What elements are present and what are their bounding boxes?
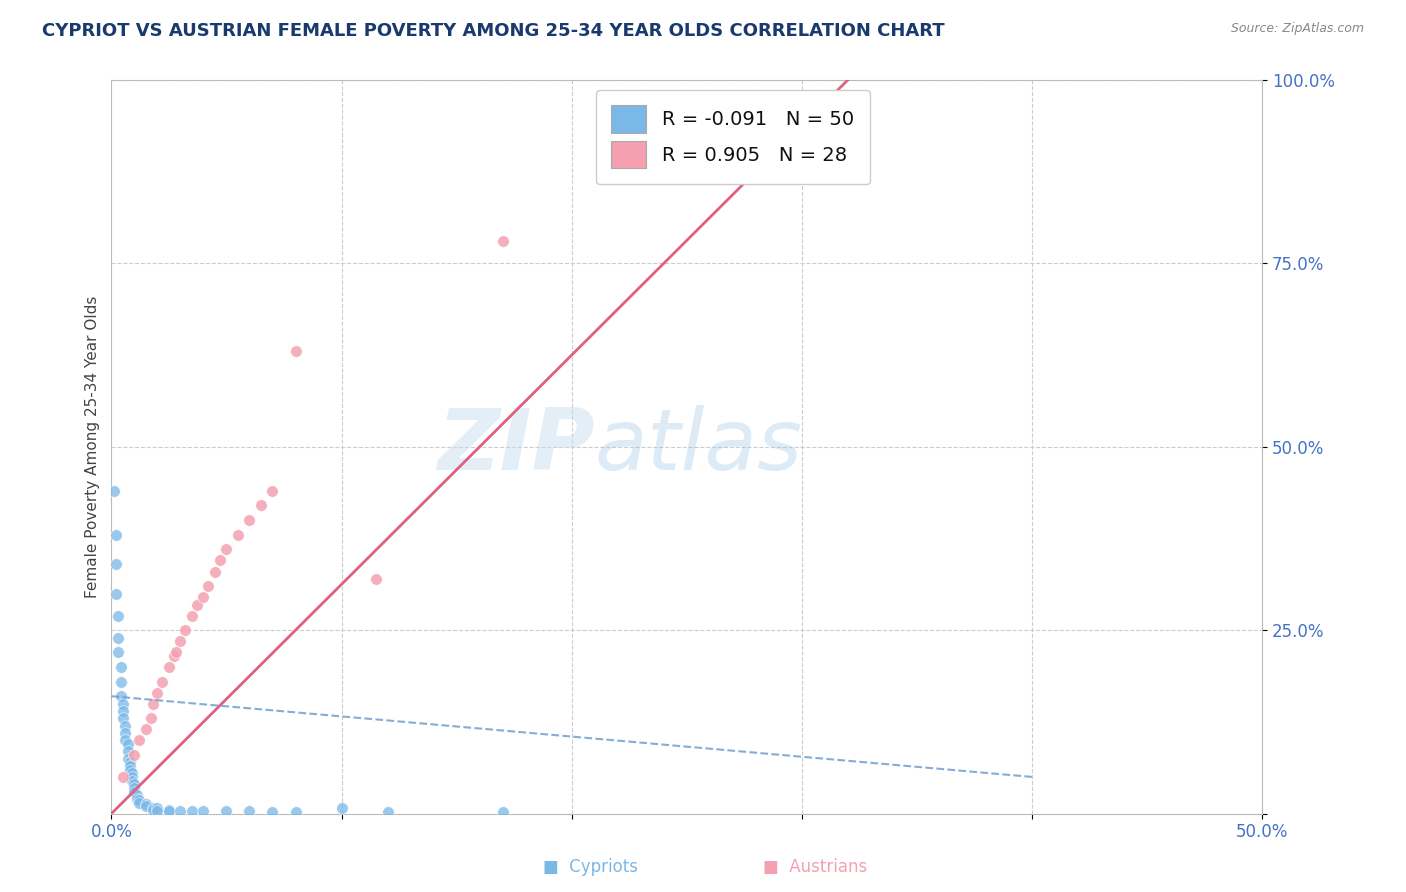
Point: [169, 634, 191, 648]
Point: [215, 542, 238, 557]
Point: [284, 805, 307, 819]
Point: [105, 528, 128, 542]
Point: [157, 803, 180, 817]
Point: [491, 235, 513, 249]
Point: [117, 751, 139, 765]
Point: [204, 565, 226, 579]
Point: [128, 796, 150, 810]
Point: [238, 805, 260, 819]
Point: [124, 784, 146, 798]
Point: [117, 737, 139, 751]
Point: [117, 744, 139, 758]
Point: [114, 733, 136, 747]
Point: [125, 792, 148, 806]
Point: [114, 718, 136, 732]
Point: [262, 483, 284, 498]
Point: [125, 789, 148, 803]
Point: [111, 770, 134, 784]
Point: [105, 586, 128, 600]
Point: [124, 777, 146, 791]
Text: CYPRIOT VS AUSTRIAN FEMALE POVERTY AMONG 25-34 YEAR OLDS CORRELATION CHART: CYPRIOT VS AUSTRIAN FEMALE POVERTY AMONG…: [42, 22, 945, 40]
Point: [105, 557, 128, 571]
Point: [135, 723, 157, 737]
Point: [174, 623, 197, 637]
Point: [146, 801, 169, 815]
Point: [330, 801, 353, 815]
Point: [111, 697, 134, 711]
Point: [135, 797, 157, 811]
Point: [162, 648, 184, 663]
Point: [135, 799, 157, 814]
Point: [124, 780, 146, 795]
Text: ■  Austrians: ■ Austrians: [763, 858, 868, 876]
Point: [111, 704, 134, 718]
Point: [111, 711, 134, 725]
Point: [103, 483, 125, 498]
Y-axis label: Female Poverty Among 25-34 Year Olds: Female Poverty Among 25-34 Year Olds: [86, 295, 100, 598]
Point: [181, 608, 204, 623]
Point: [107, 631, 129, 645]
Point: [150, 674, 173, 689]
Point: [186, 598, 208, 612]
Point: [169, 804, 191, 818]
Point: [197, 579, 219, 593]
Point: [491, 805, 513, 819]
Point: [114, 726, 136, 740]
Point: [107, 645, 129, 659]
Point: [142, 801, 165, 815]
Point: [107, 608, 129, 623]
Legend: R = -0.091   N = 50, R = 0.905   N = 28: R = -0.091 N = 50, R = 0.905 N = 28: [596, 90, 870, 184]
Point: [193, 805, 215, 819]
Point: [142, 803, 165, 817]
Point: [124, 747, 146, 762]
Point: [146, 804, 169, 818]
Point: [118, 763, 141, 777]
Point: [121, 773, 143, 788]
Point: [377, 805, 399, 819]
Point: [110, 674, 132, 689]
Point: [118, 756, 141, 770]
Point: [110, 660, 132, 674]
Point: [208, 553, 231, 567]
Point: [250, 499, 273, 513]
Point: [157, 660, 180, 674]
Point: [193, 590, 215, 604]
Text: ■  Cypriots: ■ Cypriots: [543, 858, 638, 876]
Point: [181, 805, 204, 819]
Point: [110, 690, 132, 704]
Point: [262, 805, 284, 819]
Point: [121, 766, 143, 780]
Point: [837, 87, 859, 102]
Point: [157, 805, 180, 819]
Point: [139, 711, 162, 725]
Point: [146, 685, 169, 699]
Point: [284, 344, 307, 359]
Point: [215, 805, 238, 819]
Point: [121, 770, 143, 784]
Point: [128, 793, 150, 807]
Text: Source: ZipAtlas.com: Source: ZipAtlas.com: [1230, 22, 1364, 36]
Point: [118, 759, 141, 773]
Point: [364, 572, 387, 586]
Point: [142, 697, 165, 711]
Point: [238, 513, 260, 527]
Point: [128, 733, 150, 747]
Text: ZIP: ZIP: [437, 405, 595, 488]
Point: [165, 645, 187, 659]
Point: [226, 528, 249, 542]
Text: atlas: atlas: [595, 405, 803, 488]
